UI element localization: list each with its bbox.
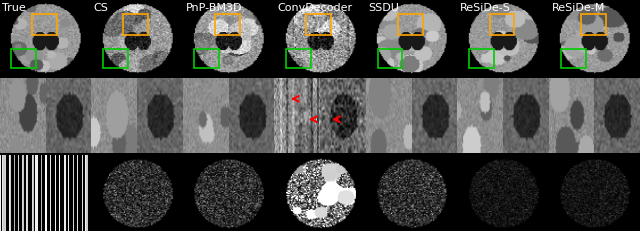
Bar [469, 49, 494, 68]
Text: PnP-BM3D: PnP-BM3D [186, 3, 242, 13]
Text: ReSiDe-M: ReSiDe-M [552, 3, 605, 13]
Bar [124, 14, 148, 35]
Bar [581, 14, 606, 35]
Text: SSDU: SSDU [369, 3, 399, 13]
Bar [32, 14, 57, 35]
Bar [12, 49, 36, 68]
Bar [490, 14, 515, 35]
Bar [215, 14, 240, 35]
Bar [398, 14, 423, 35]
Bar [378, 49, 403, 68]
Bar [286, 49, 311, 68]
Bar [103, 49, 128, 68]
Bar [307, 14, 332, 35]
Text: ReSiDe-S: ReSiDe-S [460, 3, 511, 13]
Text: True: True [3, 3, 26, 13]
Bar [195, 49, 220, 68]
Bar [561, 49, 586, 68]
Text: ConvDecoder: ConvDecoder [277, 3, 352, 13]
Text: CS: CS [94, 3, 109, 13]
